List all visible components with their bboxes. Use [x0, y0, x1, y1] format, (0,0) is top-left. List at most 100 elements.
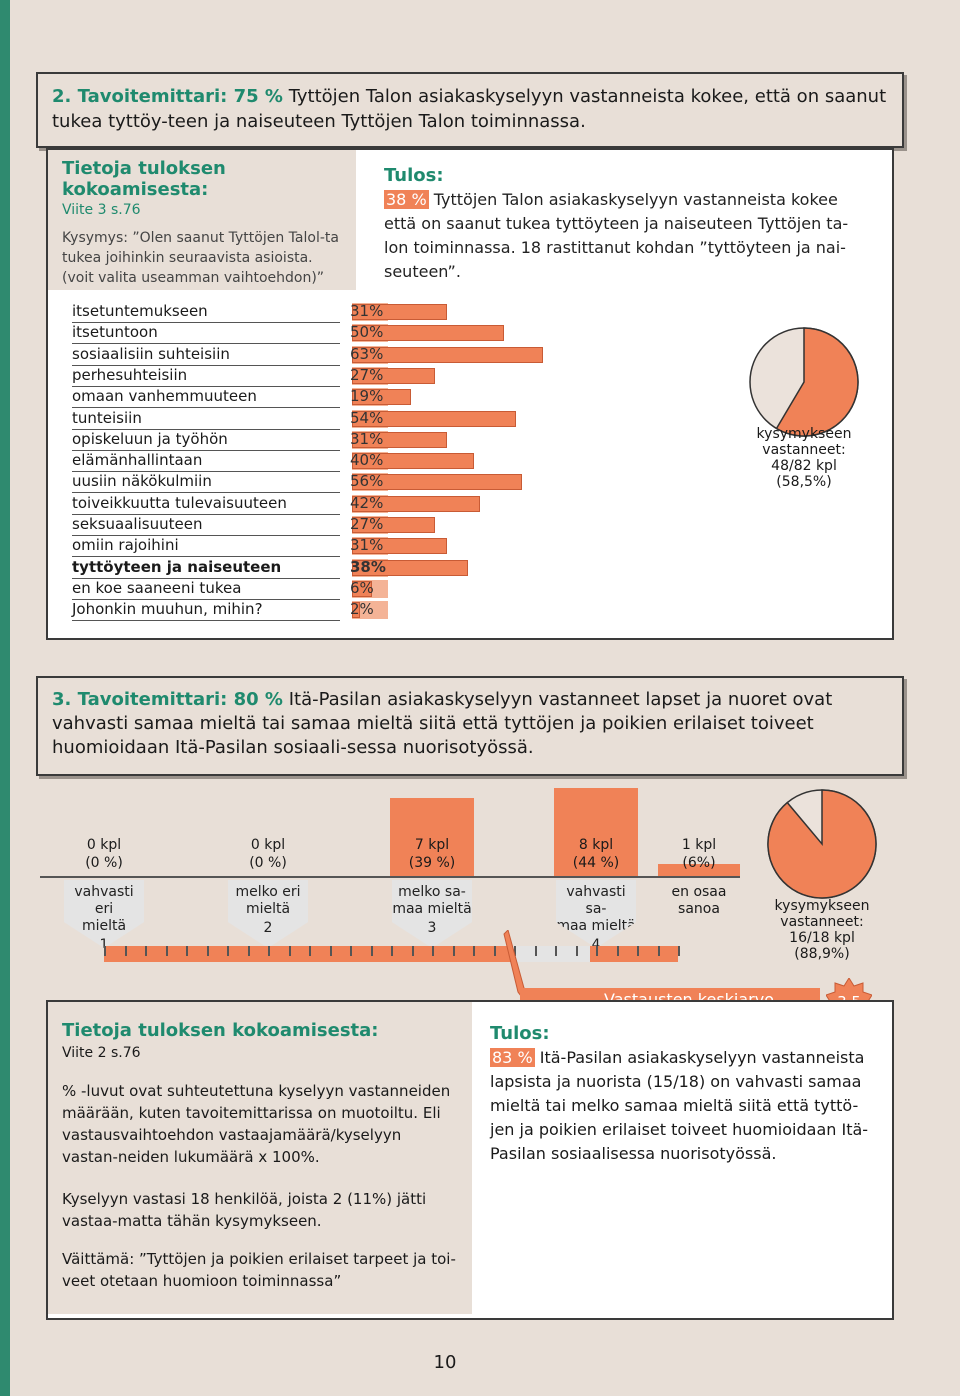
bar-value-label: 38% [350, 558, 386, 576]
bar [352, 517, 435, 533]
response-count: 8 kpl (44 %) [554, 836, 638, 872]
response-column [658, 864, 740, 876]
bar [352, 453, 474, 469]
response-label-line2: maa mieltä [556, 918, 636, 934]
scale-tick [678, 946, 680, 956]
info3-title: Tietoja tuloksen kokoamisesta: [62, 1020, 379, 1041]
scale-tick [309, 946, 311, 956]
response-label-line1: melko eri [235, 884, 301, 900]
scale-tick [268, 946, 270, 956]
bar [352, 347, 543, 363]
pie3-caption-l4: (88,9%) [794, 946, 850, 962]
bar-category-label: omaan vanhemmuuteen [72, 387, 340, 408]
section3-header: 3. Tavoitemittari: 80 % Itä-Pasilan asia… [36, 676, 904, 776]
section2-info-box: Tietoja tuloksen kokoamisesta: Viite 3 s… [48, 150, 356, 290]
section2-header: 2. Tavoitemittari: 75 % Tyttöjen Talon a… [36, 72, 904, 148]
bar [352, 560, 468, 576]
scale-tick [555, 946, 557, 956]
response-option-label: melko eri mieltä 2 [228, 880, 308, 948]
bar [352, 432, 447, 448]
bar-value-label: 31% [350, 536, 384, 554]
response-label-line1: vahvasti sa- [566, 884, 626, 917]
scale-tick [473, 946, 475, 956]
bar-value-label: 31% [350, 430, 384, 448]
scale-tick [145, 946, 147, 956]
scale-tick [411, 946, 414, 956]
bar [352, 602, 360, 618]
bar-value-label: 2% [350, 600, 374, 618]
scale-tick [452, 946, 455, 956]
bar-category-label: tyttöyteen ja naiseuteen [72, 558, 340, 579]
scale-tick [104, 946, 106, 956]
respondents-pie-3 [767, 789, 877, 899]
response-count-kpl: 1 kpl [681, 837, 717, 853]
pie2-caption-l1: kysymykseen [756, 426, 852, 442]
bar-category-label: en koe saaneeni tukea [72, 579, 340, 600]
bar-category-label: seksuaalisuuteen [72, 515, 340, 536]
response-count-kpl: 7 kpl [414, 837, 450, 853]
response-count: 1 kpl (6%) [658, 836, 740, 872]
results3-title: Tulos: [490, 1023, 550, 1044]
response-count-kpl: 8 kpl [578, 837, 614, 853]
info3-p2: Kyselyyn vastasi 18 henkilöä, joista 2 (… [62, 1190, 427, 1230]
response-count: 7 kpl (39 %) [390, 836, 474, 872]
bar-value-label: 56% [350, 472, 384, 490]
response-label-line2: mieltä [245, 901, 291, 917]
response-column [390, 798, 474, 876]
pie3-caption: kysymykseen vastanneet: 16/18 kpl (88,9%… [754, 898, 890, 962]
scale-tick [329, 946, 332, 956]
scale-tick [616, 946, 619, 956]
scale-marker [512, 946, 590, 962]
response-count-kpl: 0 kpl [250, 837, 286, 853]
bar-value-label: 63% [350, 345, 384, 363]
bar-category-label: perhesuhteisiin [72, 366, 340, 387]
bar-value-label: 54% [350, 409, 384, 427]
bar [352, 304, 447, 320]
bar-category-label: omiin rajoihini [72, 536, 340, 557]
bar-value-label: 42% [350, 494, 384, 512]
scale-tick [124, 946, 127, 956]
response-label-line2: sanoa [678, 901, 720, 917]
response-count-pct: (0 %) [85, 855, 123, 871]
section3-info-box: Tietoja tuloksen kokoamisesta: Viite 2 s… [48, 1002, 472, 1314]
bar-category-label: itsetuntemukseen [72, 302, 340, 323]
bar-category-label: opiskeluun ja työhön [72, 430, 340, 451]
response-label-line1: en osaa [671, 884, 727, 900]
bar-value-label: 6% [350, 579, 374, 597]
scale-tick [432, 946, 434, 956]
bar [352, 368, 435, 384]
bar-value-label: 31% [350, 302, 384, 320]
scale-tick [186, 946, 188, 956]
scale-tick [288, 946, 291, 956]
pie2-caption-l4: (58,5%) [776, 474, 832, 490]
bar-category-label: toiveikkuutta tulevaisuuteen [72, 494, 340, 515]
bar-category-label: Johonkin muuhun, mihin? [72, 600, 340, 621]
bar-category-label: sosiaalisiin suhteisiin [72, 345, 340, 366]
scale-tick [350, 946, 352, 956]
section3-results: Tulos: 83 % Itä-Pasilan asiakaskyselyyn … [490, 1022, 876, 1166]
response-baseline [40, 876, 740, 878]
results3-text: Itä-Pasilan asiakaskyselyyn vastanneista… [490, 1048, 869, 1163]
response-label-line2: mieltä [81, 918, 127, 934]
bar-category-label: itsetuntoon [72, 323, 340, 344]
response-option-label: melko sa-maa mieltä 3 [392, 880, 472, 948]
info3-ref: Viite 2 s.76 [62, 1045, 141, 1061]
info3-p1: % -luvut ovat suhteutettuna kyselyyn vas… [62, 1082, 451, 1166]
bar-category-label: elämänhallintaan [72, 451, 340, 472]
bar [352, 474, 522, 490]
scale-tick [514, 946, 516, 956]
bar [352, 389, 411, 405]
scale-tick [370, 946, 373, 956]
section3-heading: Itä-Pasilan asiakaskyselyyn vastanneet l… [52, 689, 833, 758]
bar [352, 538, 447, 554]
section2-prefix: 2. Tavoitemittari: 75 % [52, 86, 283, 107]
response-count: 0 kpl (0 %) [226, 836, 310, 872]
bar [352, 411, 516, 427]
respondents-pie-2 [749, 327, 859, 437]
scale-tick [637, 946, 639, 956]
response-scale-number: 3 [427, 920, 437, 936]
scale-tick [575, 946, 578, 956]
bar-value-label: 19% [350, 387, 384, 405]
results-title: Tulos: [384, 165, 444, 186]
response-count: 0 kpl (0 %) [62, 836, 146, 872]
